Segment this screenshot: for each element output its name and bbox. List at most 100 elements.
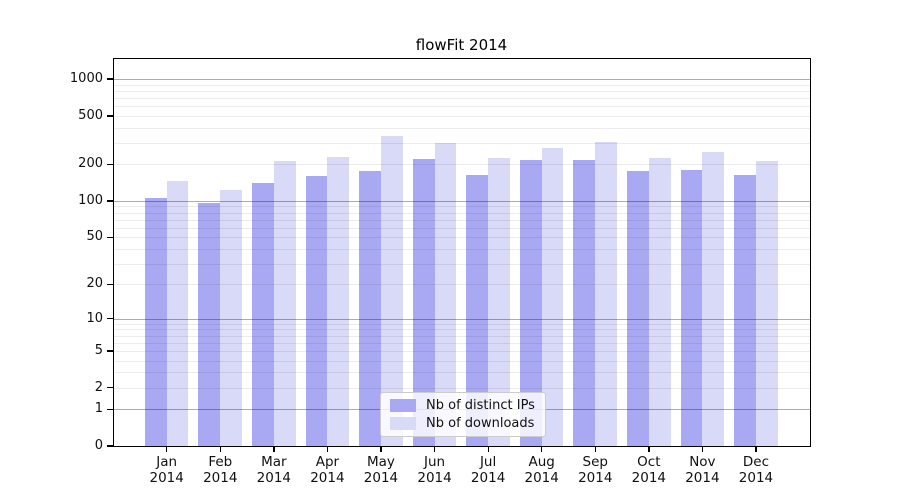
gridline-minor — [114, 284, 810, 286]
bar-downloads-apr — [327, 156, 350, 446]
gridline-minor — [114, 115, 810, 117]
gridline-minor — [114, 90, 810, 92]
x-axis-tick-label: Jan 2014 — [149, 454, 184, 486]
y-axis-tick-label: 5 — [94, 342, 103, 358]
y-axis-tick — [107, 78, 114, 80]
gridline-minor — [114, 342, 810, 344]
gridline-minor — [114, 219, 810, 221]
bar-ips-jun — [412, 159, 435, 446]
bar-downloads-mar — [273, 160, 296, 446]
gridline-minor — [114, 387, 810, 389]
y-axis-tick-label: 50 — [86, 229, 103, 245]
x-axis-tick — [487, 446, 489, 452]
x-axis-tick-label: Nov 2014 — [685, 454, 720, 486]
y-axis-tick — [107, 408, 114, 410]
gridline-minor — [114, 350, 810, 352]
y-axis-tick — [107, 387, 114, 389]
bar-downloads-sep — [595, 141, 618, 446]
bar-ips-apr — [305, 176, 328, 446]
gridline-minor — [114, 164, 810, 166]
y-axis-tick — [107, 163, 114, 166]
y-axis-tick — [107, 236, 114, 238]
bar-ips-aug — [519, 160, 542, 446]
bar-ips-dec — [734, 175, 756, 446]
x-axis-tick-label: May 2014 — [363, 454, 399, 486]
y-axis-tick-label: 1 — [94, 401, 103, 417]
legend-label: Nb of downloads — [426, 416, 535, 431]
bar-ips-jan — [144, 197, 167, 446]
y-axis-tick — [107, 445, 114, 447]
x-axis-tick — [541, 446, 543, 452]
gridline-minor — [114, 263, 810, 265]
x-axis-tick — [648, 446, 650, 452]
x-axis-tick-label: Jul 2014 — [470, 454, 506, 486]
chart-title: flowFit 2014 — [415, 36, 508, 54]
x-axis-tick-label: Aug 2014 — [524, 454, 559, 486]
bar-downloads-may — [380, 135, 403, 446]
legend-label: Nb of distinct IPs — [426, 398, 535, 413]
gridline-major — [114, 318, 810, 320]
x-axis-tick — [755, 446, 757, 452]
gridline-minor — [114, 127, 810, 129]
y-axis-tick-label: 100 — [78, 192, 103, 208]
x-axis-tick — [701, 446, 704, 452]
x-axis-tick-label: Feb 2014 — [203, 454, 238, 486]
gridline-minor — [114, 84, 810, 86]
y-axis-tick — [107, 200, 114, 202]
x-axis-tick — [594, 446, 596, 452]
legend-swatch-distinct-ips — [390, 399, 416, 412]
x-axis-tick-label: Oct 2014 — [631, 454, 666, 486]
x-axis-tick — [273, 446, 275, 452]
gridline-minor — [114, 227, 810, 229]
bar-ips-sep — [573, 160, 596, 446]
x-axis-tick — [380, 446, 382, 452]
legend-item: Nb of downloads — [390, 416, 535, 431]
gridline-minor — [114, 206, 810, 208]
gridline-minor — [114, 329, 810, 331]
gridline-major — [114, 200, 810, 202]
gridline-minor — [114, 323, 810, 325]
y-axis-tick-label: 200 — [78, 156, 103, 172]
legend-swatch-downloads — [390, 417, 416, 430]
y-axis-tick — [107, 283, 114, 285]
legend-item: Nb of distinct IPs — [390, 398, 535, 413]
gridline-minor — [114, 212, 810, 214]
bar-downloads-oct — [648, 157, 671, 446]
bar-downloads-jun — [434, 142, 457, 446]
y-axis-tick-label: 0 — [94, 438, 103, 453]
bar-downloads-jul — [488, 157, 510, 446]
y-axis-tick-label: 500 — [78, 107, 103, 123]
gridline-minor — [114, 237, 810, 239]
gridline-major — [114, 79, 810, 81]
gridline-minor — [114, 248, 810, 250]
gridline-minor — [114, 106, 810, 108]
bar-ips-feb — [198, 203, 221, 446]
gridline-minor — [114, 372, 810, 374]
y-axis-tick-label: 1000 — [69, 71, 103, 87]
x-axis-tick-label: Sep 2014 — [578, 454, 613, 486]
bar-ips-nov — [680, 169, 703, 446]
gridline-minor — [114, 142, 810, 144]
x-axis-tick — [166, 446, 168, 452]
x-axis-tick-label: Apr 2014 — [310, 454, 345, 486]
y-axis-tick — [107, 318, 114, 320]
plot-area — [114, 59, 810, 446]
legend: Nb of distinct IPs Nb of downloads — [380, 392, 546, 437]
y-axis-tick-label: 2 — [94, 379, 103, 395]
bar-ips-may — [359, 171, 381, 446]
x-axis-tick-label: Mar 2014 — [256, 454, 291, 486]
x-axis-tick-label: Jun 2014 — [417, 454, 452, 486]
gridline-minor — [114, 335, 810, 337]
y-axis-tick-label: 10 — [86, 310, 103, 326]
bar-ips-oct — [627, 171, 649, 446]
x-axis-tick — [433, 446, 436, 452]
x-axis-tick — [219, 446, 221, 452]
bar-downloads-aug — [541, 148, 564, 446]
x-axis-tick-label: Dec 2014 — [738, 454, 774, 486]
gridline-minor — [114, 97, 810, 99]
bar-downloads-feb — [220, 190, 243, 446]
gridline-minor — [114, 360, 810, 362]
bar-downloads-jan — [166, 181, 189, 446]
y-axis-tick — [107, 115, 114, 117]
